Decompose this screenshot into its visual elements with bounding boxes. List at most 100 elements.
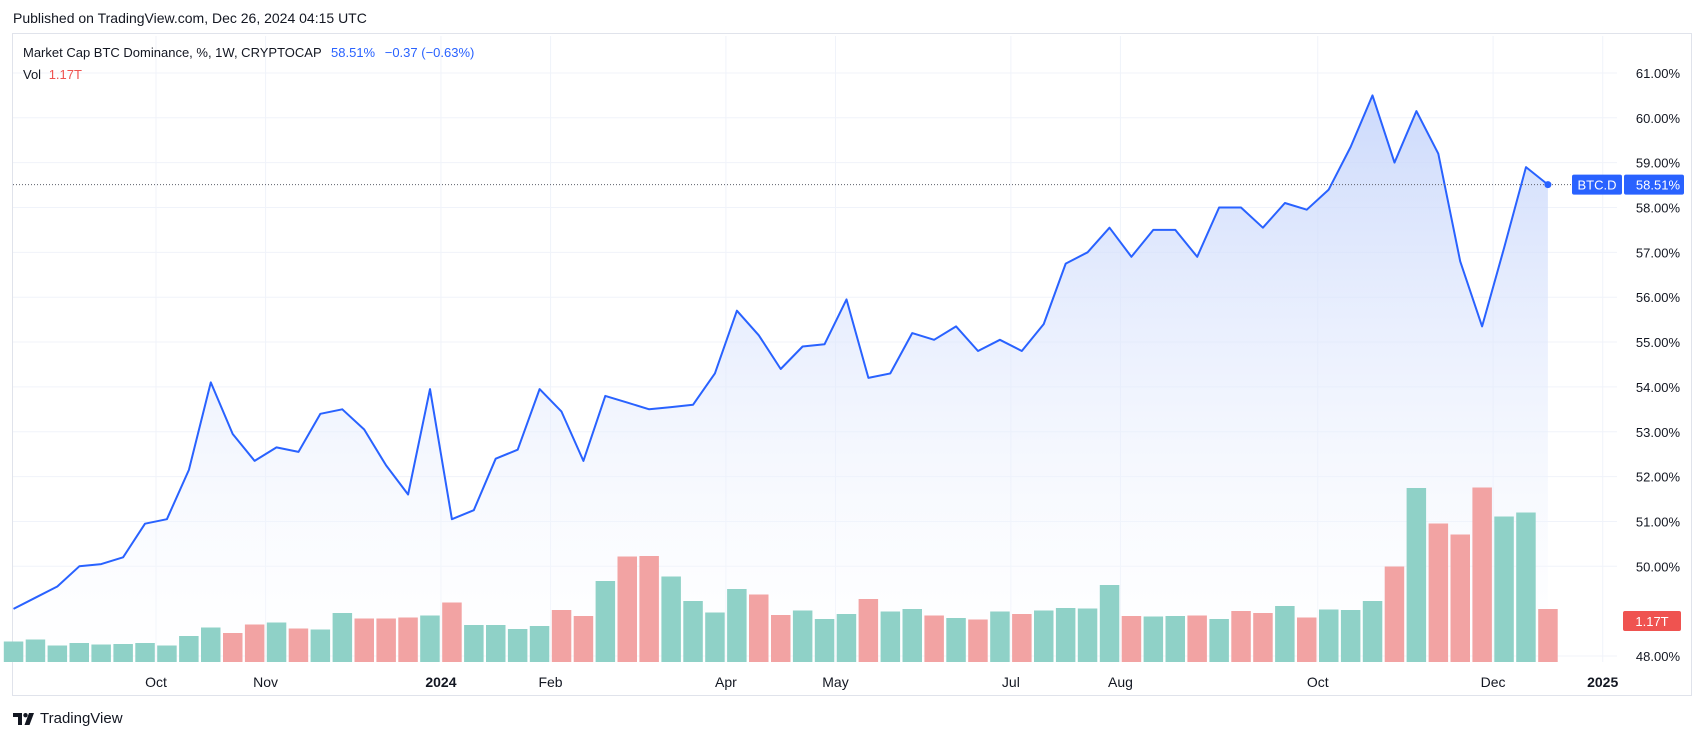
y-tick-label: 57.00% (1636, 245, 1681, 260)
volume-bar (836, 614, 857, 662)
volume-bar (398, 617, 418, 662)
volume-bar (792, 610, 813, 662)
volume-bar (1077, 608, 1098, 662)
volume-bar (376, 618, 396, 662)
x-tick-label: Oct (145, 674, 167, 690)
volume-bar (201, 627, 221, 662)
volume-bar (639, 556, 659, 662)
price-badge (1624, 174, 1684, 195)
volume-bar (705, 612, 725, 662)
volume-bar (135, 643, 155, 662)
volume-bar (529, 626, 550, 662)
legend-vol-value: 1.17T (48, 67, 82, 82)
volume-badge (1623, 611, 1681, 631)
volume-bar (1275, 606, 1295, 662)
volume-bar (661, 576, 681, 662)
volume-bar (3, 641, 24, 662)
volume-bar (1143, 616, 1164, 662)
legend-row-volume: Vol 1.17T (23, 67, 82, 82)
volume-bar (1384, 566, 1405, 662)
volume-bar (47, 645, 68, 662)
volume-bar (968, 619, 988, 662)
x-tick-label: 2025 (1587, 674, 1618, 690)
volume-bar (1121, 616, 1142, 662)
volume-bar (1165, 616, 1185, 662)
legend-row-main: Market Cap BTC Dominance, %, 1W, CRYPTOC… (23, 45, 474, 60)
volume-badge-label: 1.17T (1635, 614, 1668, 629)
volume-bar (1012, 614, 1032, 662)
volume-bar (244, 624, 265, 662)
volume-bar (332, 613, 353, 662)
volume-bar (880, 611, 901, 662)
y-tick-label: 48.00% (1636, 649, 1681, 664)
volume-bar (1406, 488, 1427, 662)
volume-bar (551, 610, 572, 662)
published-text: Published on TradingView.com, Dec 26, 20… (13, 10, 367, 26)
x-tick-label: Aug (1108, 674, 1133, 690)
volume-bar (1187, 615, 1207, 662)
y-tick-label: 61.00% (1636, 66, 1681, 81)
tradingview-brand[interactable]: TradingView (13, 710, 123, 727)
volume-bar (990, 611, 1010, 662)
legend-title: Market Cap BTC Dominance, %, 1W, CRYPTOC… (23, 45, 322, 60)
symbol-badge (1572, 174, 1622, 195)
volume-bar (157, 645, 177, 662)
y-tick-label: 55.00% (1636, 335, 1681, 350)
x-tick-label: Nov (253, 674, 278, 690)
volume-bar (464, 625, 484, 662)
volume-bar (1319, 609, 1339, 662)
volume-bar (288, 628, 309, 662)
volume-bar (1209, 619, 1229, 662)
volume-bar (814, 619, 835, 662)
y-tick-label: 56.00% (1636, 290, 1681, 305)
y-tick-label: 54.00% (1636, 380, 1681, 395)
volume-bar (1231, 611, 1251, 662)
volume-bar (1538, 609, 1558, 662)
volume-bar (179, 636, 199, 662)
volume-bar (354, 618, 374, 662)
x-tick-label: Dec (1481, 674, 1506, 690)
volume-bar (749, 594, 769, 662)
x-tick-label: Jul (1002, 674, 1020, 690)
volume-bar (1253, 613, 1273, 662)
volume-bar (223, 633, 243, 662)
x-tick-label: May (822, 674, 848, 690)
volume-bar (442, 602, 462, 662)
tradingview-logo-icon (13, 712, 34, 725)
volume-bar (902, 609, 922, 662)
x-tick-label: Oct (1307, 674, 1329, 690)
symbol-badge-label: BTC.D (1578, 178, 1617, 193)
volume-bar (486, 625, 506, 662)
volume-bar (858, 599, 879, 662)
volume-bar (683, 601, 703, 662)
y-tick-label: 53.00% (1636, 425, 1681, 440)
volume-bar (1428, 523, 1449, 662)
brand-label: TradingView (40, 710, 123, 727)
legend-change: −0.37 (−0.63%) (384, 45, 475, 60)
volume-bar (595, 581, 616, 662)
volume-bar (1034, 610, 1054, 662)
volume-bar (91, 644, 111, 662)
series-area (13, 95, 1548, 662)
x-tick-label: Apr (715, 674, 737, 690)
x-tick-label: Feb (538, 674, 562, 690)
volume-bar (266, 622, 287, 662)
volume-bar (1362, 601, 1383, 662)
price-badge-label: 58.51% (1636, 178, 1681, 193)
y-tick-label: 60.00% (1636, 111, 1681, 126)
y-tick-label: 51.00% (1636, 514, 1681, 529)
y-tick-label: 52.00% (1636, 470, 1681, 485)
chart-frame (12, 33, 1692, 696)
y-tick-label: 50.00% (1636, 559, 1681, 574)
volume-bar (727, 589, 747, 662)
volume-bar (25, 639, 46, 662)
volume-bar (1340, 610, 1361, 662)
volume-bar (1055, 608, 1076, 662)
volume-bar (1297, 617, 1317, 662)
volume-bar (420, 615, 440, 662)
volume-bar (1516, 512, 1536, 662)
volume-bar (1450, 534, 1470, 662)
volume-bar (617, 556, 637, 662)
y-tick-label: 58.00% (1636, 201, 1681, 216)
